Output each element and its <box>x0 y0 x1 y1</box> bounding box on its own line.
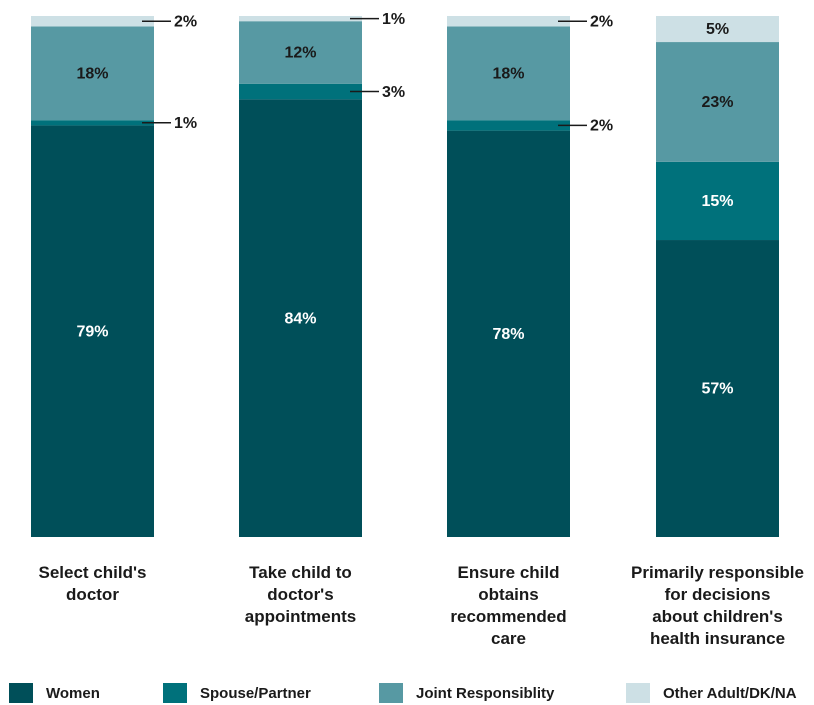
segment-value-label: 1% <box>174 115 197 132</box>
legend-label: Other Adult/DK/NA <box>663 685 797 702</box>
bar-segment-women-0 <box>31 125 154 537</box>
category-label: Select child's doctor <box>39 563 147 604</box>
bar-segment-other-adult-dk-na-3 <box>656 16 779 43</box>
category-label: Primarily responsible for decisions about … <box>631 563 804 648</box>
segment-value-label: 78% <box>492 326 524 343</box>
segment-value-label: 2% <box>590 13 613 30</box>
segment-value-label: 12% <box>284 45 316 62</box>
segment-value-label: 23% <box>701 94 733 111</box>
segment-value-label: 2% <box>174 13 197 30</box>
bar-segment-other-adult-dk-na-2 <box>447 16 570 27</box>
bar-segment-spouse-partner-3 <box>656 161 779 241</box>
segment-value-label: 15% <box>701 193 733 210</box>
bar-segment-other-adult-dk-na-0 <box>31 16 154 27</box>
segment-value-label: 2% <box>590 118 613 135</box>
legend-label: Women <box>46 685 100 702</box>
segment-labels-group: 79% 1% 18% 2% 84% 3% 12% 1% 78% 2% 18% 2% 57% 15% 23% 5… <box>76 11 733 398</box>
bar-segment-other-adult-dk-na-1 <box>239 16 362 22</box>
segment-value-label: 18% <box>76 66 108 83</box>
legend: Women Spouse/Partner Joint Responsiblity Ot… <box>9 683 797 703</box>
category-label: Take child to doctor's appointments <box>245 563 356 626</box>
bar-segment-women-2 <box>447 130 570 537</box>
segment-value-label: 18% <box>492 66 524 83</box>
category-labels-group: Select child's doctor Take child to doctor'… <box>39 563 804 648</box>
legend-swatch <box>379 683 403 703</box>
legend-label: Spouse/Partner <box>200 685 311 702</box>
segment-value-label: 1% <box>382 11 405 28</box>
bar-segment-women-3 <box>656 240 779 537</box>
bar-segment-spouse-partner-2 <box>447 120 570 131</box>
legend-swatch <box>163 683 187 703</box>
category-label: Ensure child obtains recommended care <box>450 563 566 648</box>
bar-segment-joint-responsiblity-2 <box>447 26 570 121</box>
segment-value-label: 5% <box>706 21 729 38</box>
segment-value-label: 84% <box>284 310 316 327</box>
legend-swatch <box>9 683 33 703</box>
bar-segment-joint-responsiblity-3 <box>656 42 779 162</box>
legend-label: Joint Responsiblity <box>416 685 555 702</box>
legend-swatch <box>626 683 650 703</box>
bar-segment-joint-responsiblity-1 <box>239 21 362 84</box>
bar-segment-spouse-partner-0 <box>31 120 154 126</box>
bar-segment-joint-responsiblity-0 <box>31 26 154 121</box>
segment-value-label: 3% <box>382 84 405 101</box>
bar-segment-spouse-partner-1 <box>239 83 362 100</box>
segment-value-label: 79% <box>76 323 108 340</box>
bars-group <box>31 16 779 538</box>
segment-value-label: 57% <box>701 381 733 398</box>
bar-segment-women-1 <box>239 99 362 538</box>
